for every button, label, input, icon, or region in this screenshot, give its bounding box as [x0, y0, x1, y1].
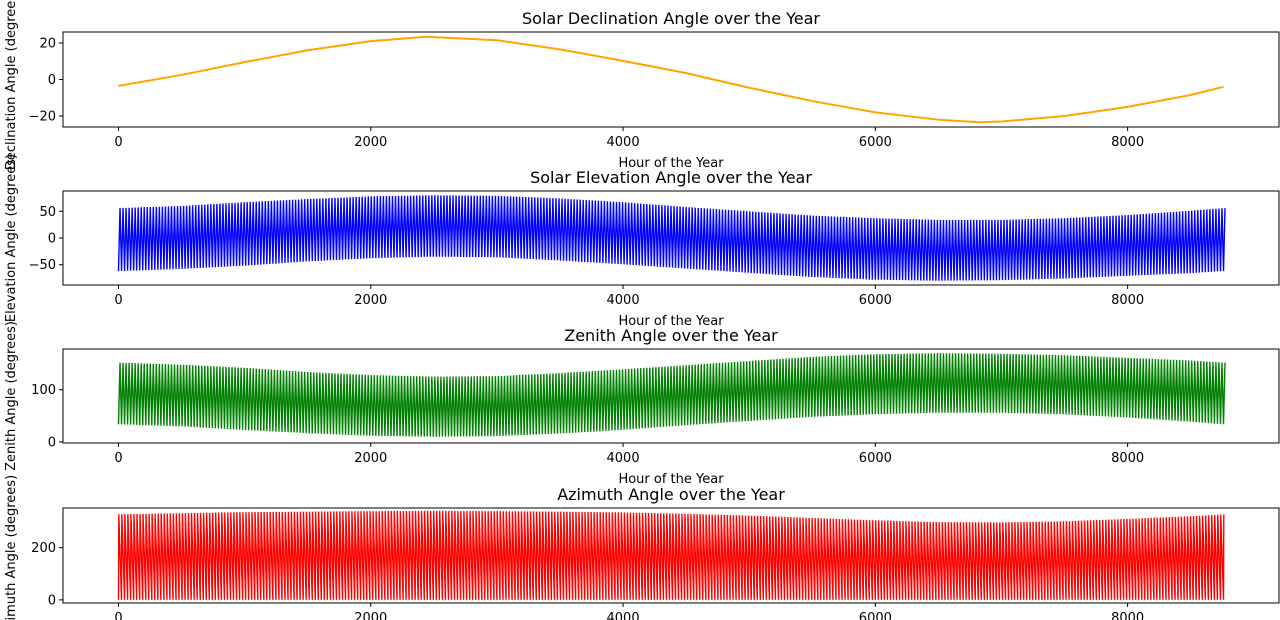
zenith-angle-over-the-year-x-tick-label: 8000: [1111, 451, 1144, 466]
solar-elevation-angle-over-the-year-y-tick-label: 50: [39, 205, 56, 220]
zenith-angle-over-the-year-y-tick-label: 0: [48, 435, 56, 450]
solar-declination-angle-over-the-year-x-tick-label: 0: [114, 135, 122, 150]
azimuth-angle-over-the-year-axes-frame: [62, 507, 1280, 604]
zenith-angle-over-the-year-x-tick-label: 6000: [859, 451, 892, 466]
zenith-angle-over-the-year-x-tick-label: 2000: [354, 451, 387, 466]
solar-declination-angle-over-the-year-title: Solar Declination Angle over the Year: [522, 9, 820, 28]
solar-declination-angle-over-the-year-x-tick-label: 4000: [607, 135, 640, 150]
solar-elevation-angle-over-the-year-title: Solar Elevation Angle over the Year: [530, 168, 812, 187]
azimuth-angle-over-the-year-y-tick-label: 200: [31, 541, 56, 556]
zenith-angle-over-the-year-subplot: 0 2000 4000 6000 8000 0 100 Zenith Angle over t…: [4, 321, 1280, 487]
solar-declination-angle-over-the-year-line: [118, 35, 1224, 124]
azimuth-angle-over-the-year-x-tick-label: 4000: [607, 611, 640, 620]
solar-elevation-angle-over-the-year-x-tick-label: 6000: [859, 293, 892, 308]
solar-elevation-angle-over-the-year-subplot: 0 2000 4000 6000 8000 −50 0 50 Solar Elevation A…: [4, 154, 1280, 329]
solar-elevation-angle-over-the-year-x-tick-label: 0: [114, 293, 122, 308]
solar-declination-angle-over-the-year-x-tick-label: 2000: [354, 135, 387, 150]
azimuth-angle-over-the-year-x-tick-label: 0: [114, 611, 122, 620]
solar-elevation-angle-over-the-year-y-axis-label: Elevation Angle (degrees): [4, 154, 19, 322]
solar-declination-angle-over-the-year-subplot: 0 2000 4000 6000 8000 −20 0 20 Solar Declination…: [4, 0, 1280, 171]
solar-declination-angle-over-the-year-y-tick-label: −20: [29, 110, 56, 125]
solar-declination-angle-over-the-year-x-tick-label: 6000: [859, 135, 892, 150]
solar-elevation-angle-over-the-year-y-tick-label: 0: [48, 232, 56, 247]
zenith-angle-over-the-year-axes-frame: [62, 348, 1280, 444]
zenith-angle-over-the-year-x-axis-label: Hour of the Year: [618, 472, 724, 487]
solar-elevation-angle-over-the-year-x-axis-label: Hour of the Year: [618, 314, 724, 329]
azimuth-angle-over-the-year-subplot: 0 2000 4000 6000 8000 0 200 Azimuth Angle over …: [4, 475, 1280, 620]
solar-declination-angle-over-the-year-y-tick-label: 20: [39, 36, 56, 51]
solar-declination-angle-over-the-year-axes-frame: [62, 31, 1280, 128]
solar-declination-angle-over-the-year-y-axis-label: Declination Angle (degrees): [4, 0, 19, 170]
solar-declination-angle-over-the-year-x-tick-label: 8000: [1111, 135, 1144, 150]
zenith-angle-over-the-year-title: Zenith Angle over the Year: [564, 326, 778, 345]
zenith-angle-over-the-year-x-tick-label: 4000: [607, 451, 640, 466]
solar-elevation-angle-over-the-year-x-tick-label: 2000: [354, 293, 387, 308]
zenith-angle-over-the-year-y-tick-label: 100: [31, 383, 56, 398]
solar-elevation-angle-over-the-year-y-tick-label: −50: [29, 258, 56, 273]
solar-declination-angle-over-the-year-x-axis-label: Hour of the Year: [618, 156, 724, 171]
solar-elevation-angle-over-the-year-x-tick-label: 4000: [607, 293, 640, 308]
solar-elevation-angle-over-the-year-x-tick-label: 8000: [1111, 293, 1144, 308]
solar-elevation-angle-over-the-year-series: [117, 195, 1226, 281]
zenith-angle-over-the-year-series: [117, 353, 1226, 437]
azimuth-angle-over-the-year-y-tick-label: 0: [48, 593, 56, 608]
solar-declination-angle-over-the-year-y-tick-label: 0: [48, 73, 56, 88]
azimuth-angle-over-the-year-title: Azimuth Angle over the Year: [557, 485, 785, 504]
azimuth-angle-over-the-year-series: [117, 510, 1225, 600]
azimuth-angle-over-the-year-x-tick-label: 6000: [859, 611, 892, 620]
zenith-angle-over-the-year-x-tick-label: 0: [114, 451, 122, 466]
azimuth-angle-over-the-year-x-tick-label: 2000: [354, 611, 387, 620]
azimuth-angle-over-the-year-x-tick-label: 8000: [1111, 611, 1144, 620]
azimuth-angle-over-the-year-y-axis-label: Azimuth Angle (degrees): [4, 475, 19, 620]
zenith-angle-over-the-year-y-axis-label: Zenith Angle (degrees): [4, 321, 19, 471]
